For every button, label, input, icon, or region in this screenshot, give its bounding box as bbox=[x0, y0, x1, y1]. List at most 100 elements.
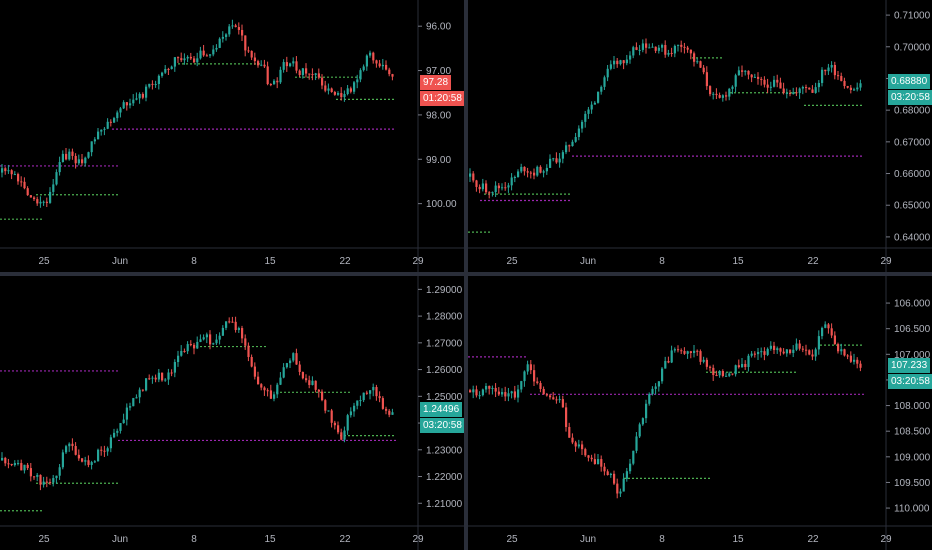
candle-body bbox=[138, 93, 141, 99]
candle bbox=[750, 351, 753, 358]
candle-body bbox=[129, 103, 132, 106]
candle-body bbox=[597, 91, 600, 103]
candle-body bbox=[23, 181, 26, 189]
candle bbox=[645, 38, 648, 54]
candle-body bbox=[510, 391, 513, 394]
candle-body bbox=[472, 389, 475, 393]
candle-body bbox=[244, 35, 247, 51]
candle-body bbox=[365, 55, 368, 67]
candle-body bbox=[513, 391, 516, 398]
candle-body bbox=[734, 75, 737, 87]
chart-pane-bottom-right[interactable]: 106.000106.500107.000107.500108.000108.5… bbox=[468, 276, 932, 550]
candle-body bbox=[311, 74, 314, 76]
candle-body bbox=[74, 155, 77, 164]
candle-body bbox=[183, 350, 186, 352]
candle bbox=[725, 372, 728, 377]
candle bbox=[298, 361, 301, 376]
candle bbox=[164, 378, 167, 382]
candle-body bbox=[42, 201, 45, 203]
candle-body bbox=[782, 88, 785, 93]
y-tick-label: 110.000 bbox=[894, 504, 930, 515]
chart-pane-top-right[interactable]: 0.710000.700000.690000.680000.670000.660… bbox=[468, 0, 932, 272]
candle-body bbox=[225, 34, 228, 37]
candle bbox=[285, 56, 288, 72]
candle bbox=[157, 74, 160, 90]
candle-body bbox=[725, 95, 728, 97]
horizontal-divider[interactable] bbox=[0, 272, 932, 276]
candle-body bbox=[805, 87, 808, 89]
candle-body bbox=[61, 452, 64, 468]
candle-body bbox=[785, 92, 788, 94]
candle-body bbox=[481, 389, 484, 396]
candle-body bbox=[635, 47, 638, 50]
candle bbox=[504, 386, 507, 402]
candle-body bbox=[494, 387, 497, 392]
candle bbox=[26, 186, 29, 196]
candle bbox=[741, 358, 744, 368]
candle-body bbox=[276, 80, 279, 83]
candle bbox=[263, 59, 266, 69]
candle bbox=[177, 350, 180, 367]
candle-body bbox=[817, 336, 820, 350]
candle-body bbox=[529, 172, 532, 174]
candle-body bbox=[138, 389, 141, 398]
candle-body bbox=[388, 410, 391, 415]
candle-body bbox=[725, 375, 728, 377]
candle-body bbox=[109, 437, 112, 449]
candle bbox=[269, 384, 272, 399]
candle bbox=[257, 59, 260, 68]
candle bbox=[333, 90, 336, 96]
candle bbox=[587, 454, 590, 462]
y-tick-label: 0.68000 bbox=[894, 106, 931, 117]
candle bbox=[244, 334, 247, 350]
candle bbox=[469, 388, 472, 393]
candle bbox=[609, 60, 612, 71]
chart-pane-bottom-left[interactable]: 1.290001.280001.270001.260001.250001.240… bbox=[0, 276, 465, 550]
candle bbox=[39, 196, 42, 208]
candle bbox=[385, 60, 388, 71]
candle-body bbox=[779, 348, 782, 352]
candle bbox=[199, 334, 202, 343]
countdown-timer: 03:20:58 bbox=[888, 374, 932, 390]
candle bbox=[741, 65, 744, 77]
candle bbox=[42, 476, 45, 488]
candle-body bbox=[757, 351, 760, 355]
candle-body bbox=[651, 388, 654, 395]
candle bbox=[317, 68, 320, 80]
candle-body bbox=[356, 400, 359, 406]
candle-body bbox=[747, 355, 750, 368]
candle-body bbox=[183, 58, 186, 61]
candle-body bbox=[145, 378, 148, 391]
candle bbox=[52, 178, 55, 196]
candle-body bbox=[757, 76, 760, 79]
candle-body bbox=[253, 366, 256, 377]
candle-body bbox=[728, 88, 731, 97]
candle bbox=[157, 368, 160, 383]
candle-body bbox=[359, 70, 362, 80]
candle bbox=[65, 148, 68, 161]
candle bbox=[289, 358, 292, 369]
candle bbox=[234, 23, 237, 28]
candle bbox=[859, 360, 862, 372]
candle-body bbox=[372, 387, 375, 391]
candle-body bbox=[661, 368, 664, 382]
candle bbox=[113, 116, 116, 123]
candle-body bbox=[93, 461, 96, 463]
price-tag: 0.68880 bbox=[888, 74, 931, 90]
candle-body bbox=[196, 341, 199, 349]
candle bbox=[349, 86, 352, 94]
candle bbox=[785, 88, 788, 99]
candle bbox=[635, 432, 638, 454]
candle-body bbox=[664, 361, 667, 369]
candle-body bbox=[718, 95, 721, 98]
candle bbox=[77, 154, 80, 166]
candle bbox=[212, 45, 215, 57]
candle-body bbox=[622, 478, 625, 492]
candle bbox=[228, 24, 231, 37]
chart-pane-top-left[interactable]: 96.00 97.00 98.00 99.00 100.00 25 Jun 8 15 22 29 9… bbox=[0, 0, 465, 272]
candle-body bbox=[109, 121, 112, 123]
candle-body bbox=[77, 454, 80, 459]
candle bbox=[718, 370, 721, 378]
candle bbox=[680, 40, 683, 53]
candle bbox=[90, 141, 93, 157]
